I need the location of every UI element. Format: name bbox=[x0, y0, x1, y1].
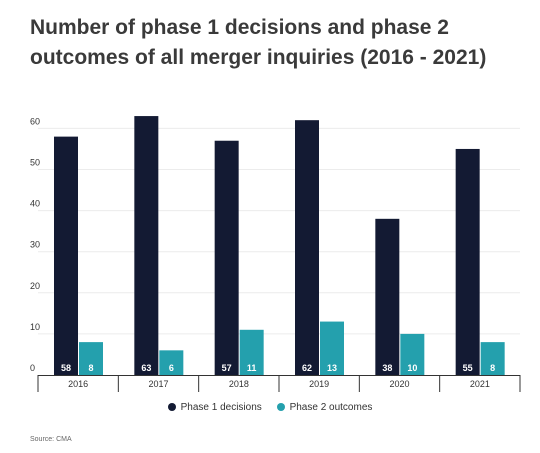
source-note: Source: CMA bbox=[30, 436, 72, 443]
chart-title-line-1: Number of phase 1 decisions and phase 2 bbox=[30, 16, 449, 39]
x-tick-label-2016: 2016 bbox=[68, 379, 88, 389]
bar-series1-2018 bbox=[214, 140, 239, 375]
bar-series2-2016 bbox=[79, 342, 103, 375]
legend-item-phase-2: Phase 2 outcomes bbox=[276, 402, 373, 413]
bar-series1-2016 bbox=[54, 136, 78, 375]
legend-label-phase-1: Phase 1 decisions bbox=[180, 402, 262, 413]
x-tick-label-2020: 2020 bbox=[389, 379, 409, 389]
data-label-series1-2017: 63 bbox=[141, 363, 151, 373]
bar-series1-2021 bbox=[455, 148, 480, 375]
bar-series1-2020 bbox=[375, 218, 400, 375]
y-tick-label-0: 0 bbox=[30, 363, 35, 373]
bar-series2-2021 bbox=[480, 342, 505, 375]
data-label-series1-2016: 58 bbox=[61, 363, 71, 373]
bar-series2-2018 bbox=[239, 329, 264, 375]
x-tick-label-2017: 2017 bbox=[148, 379, 168, 389]
legend-label-phase-2: Phase 2 outcomes bbox=[289, 402, 373, 413]
x-tick-label-2018: 2018 bbox=[229, 379, 249, 389]
legend-item-phase-1: Phase 1 decisions bbox=[167, 402, 262, 413]
chart-title-line-2: outcomes of all merger inquiries (2016 -… bbox=[30, 46, 487, 69]
data-label-series1-2018: 57 bbox=[222, 363, 232, 373]
legend-swatch-phase-1 bbox=[167, 403, 176, 411]
data-label-series2-2016: 8 bbox=[88, 363, 93, 373]
data-label-series2-2018: 11 bbox=[247, 363, 257, 373]
bar-series1-2017 bbox=[134, 116, 159, 375]
data-label-series2-2017: 6 bbox=[169, 363, 174, 373]
y-tick-label-20: 20 bbox=[30, 281, 40, 291]
data-label-series2-2019: 13 bbox=[327, 363, 337, 373]
y-tick-label-30: 30 bbox=[30, 240, 40, 250]
bar-series1-2019 bbox=[295, 120, 319, 376]
bar-series2-2019 bbox=[320, 321, 344, 375]
data-label-series1-2020: 38 bbox=[382, 363, 392, 373]
data-label-series2-2020: 10 bbox=[407, 363, 417, 373]
chart-title: Number of phase 1 decisions and phase 2 … bbox=[30, 13, 530, 73]
bar-series2-2020 bbox=[400, 333, 425, 375]
y-tick-label-40: 40 bbox=[30, 199, 40, 209]
legend-swatch-phase-2 bbox=[276, 403, 285, 411]
data-label-series1-2021: 55 bbox=[463, 363, 473, 373]
data-label-series1-2019: 62 bbox=[302, 363, 312, 373]
x-tick-label-2021: 2021 bbox=[470, 379, 490, 389]
bar-series2-2017 bbox=[159, 350, 184, 375]
chart-legend: Phase 1 decisions Phase 2 outcomes bbox=[0, 402, 540, 413]
x-tick-label-2019: 2019 bbox=[309, 379, 329, 389]
y-tick-label-60: 60 bbox=[30, 116, 40, 126]
y-tick-label-10: 10 bbox=[30, 322, 40, 332]
y-tick-label-50: 50 bbox=[30, 158, 40, 168]
data-label-series2-2021: 8 bbox=[490, 363, 495, 373]
